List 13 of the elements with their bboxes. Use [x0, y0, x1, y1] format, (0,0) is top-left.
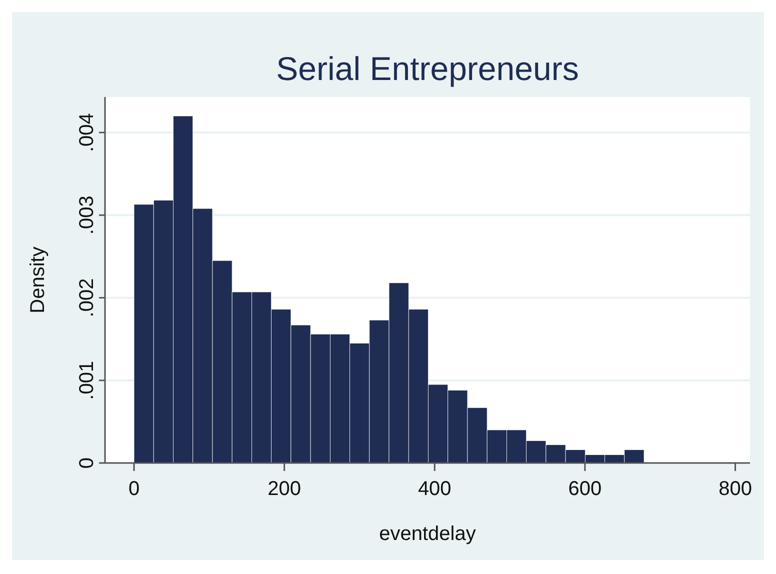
x-tick-label: 800: [718, 478, 752, 500]
y-tick-label: .001: [76, 360, 98, 400]
x-tick-label: 400: [418, 478, 452, 500]
y-axis-title: Density: [27, 246, 49, 314]
x-axis-title: eventdelay: [379, 523, 476, 545]
x-tick-label: 0: [128, 478, 140, 500]
y-tick-label: .003: [76, 196, 98, 235]
chart-title: Serial Entrepreneurs: [276, 50, 579, 87]
y-tick-label: .002: [76, 278, 98, 318]
y-tick-label: .004: [76, 113, 98, 152]
x-tick-label: 200: [268, 478, 302, 500]
x-tick-label: 600: [568, 478, 602, 500]
y-tick-label: 0: [76, 457, 98, 469]
